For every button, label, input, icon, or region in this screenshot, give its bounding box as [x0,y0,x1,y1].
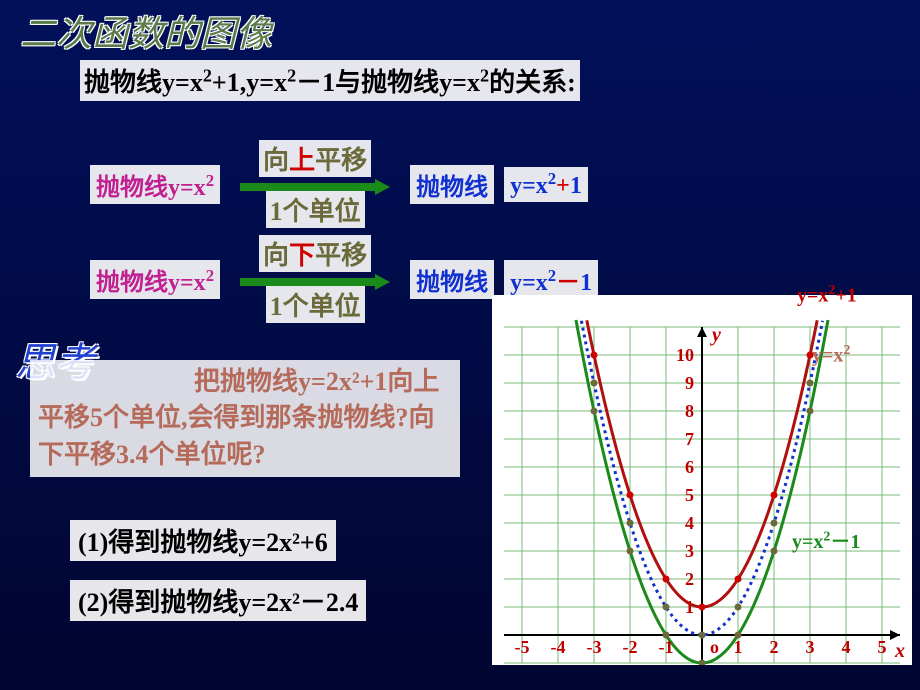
answer-1: (1)得到抛物线y=2x²+6 [70,520,336,561]
svg-text:10: 10 [676,345,694,365]
svg-text:8: 8 [685,401,694,421]
svg-text:5: 5 [685,485,694,505]
svg-text:1: 1 [734,637,743,657]
translation-row-1: 抛物线y=x2 向上平移 1个单位 抛物线 y=x2+1 [90,140,588,228]
svg-text:-4: -4 [551,637,566,657]
formula-source: 抛物线y=x2 [90,260,220,299]
page-title: 二次函数的图像 [20,5,272,57]
svg-text:y: y [710,324,721,346]
svg-text:7: 7 [685,429,694,449]
formula-target-label: 抛物线 [410,260,494,299]
curve-label-minus1: y=x2－1 [792,525,860,554]
formula-target-label: 抛物线 [410,165,494,204]
answer-2: (2)得到抛物线y=2x²－2.4 [70,580,366,621]
formula-target-eq: y=x2+1 [504,167,588,202]
svg-text:4: 4 [842,637,851,657]
svg-text:9: 9 [685,373,694,393]
svg-text:-1: -1 [659,637,674,657]
svg-text:5: 5 [878,637,887,657]
curve-label-base: y=x2 [812,343,850,368]
svg-text:-3: -3 [587,637,602,657]
svg-text:-2: -2 [623,637,638,657]
svg-text:-5: -5 [515,637,530,657]
svg-text:2: 2 [770,637,779,657]
svg-text:o: o [710,637,719,657]
svg-text:3: 3 [685,541,694,561]
formula-target-eq: y=x2－1 [504,260,598,299]
arrow-down-block: 向下平移 1个单位 [230,235,400,323]
svg-text:1: 1 [685,597,694,617]
parabola-chart: -5-4-3-2-11234512345678910oxy y=x2+1 y=x… [492,295,912,665]
arrow-up-block: 向上平移 1个单位 [230,140,400,228]
formula-source: 抛物线y=x2 [90,165,220,204]
svg-text:6: 6 [685,457,694,477]
svg-text:3: 3 [806,637,815,657]
question-text: 把抛物线y=2x²+1向上平移5个单位,会得到那条抛物线?向下平移3.4个单位呢… [30,360,460,477]
svg-text:4: 4 [685,513,694,533]
svg-text:2: 2 [685,569,694,589]
arrow-icon [240,179,390,189]
arrow-icon [240,274,390,284]
curve-label-plus1: y=x2+1 [797,283,857,308]
svg-text:x: x [894,640,905,662]
subtitle: 抛物线y=x2+1,y=x2－1与抛物线y=x2的关系: [80,60,580,101]
